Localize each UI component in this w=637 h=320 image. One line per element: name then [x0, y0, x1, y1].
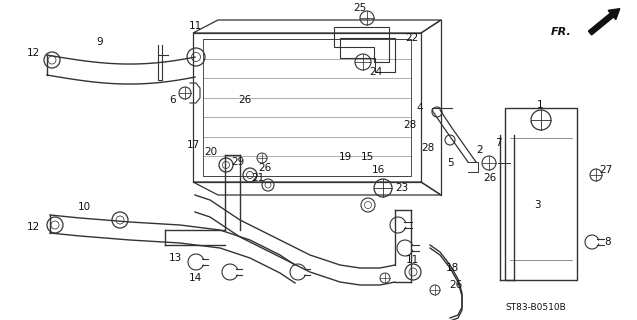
Text: 25: 25: [354, 3, 367, 13]
FancyArrow shape: [589, 9, 620, 35]
Text: 16: 16: [371, 165, 385, 175]
Text: 26: 26: [449, 280, 462, 290]
Text: 12: 12: [26, 48, 39, 58]
Bar: [203, 39, 411, 176]
Text: 28: 28: [421, 143, 434, 153]
Text: 12: 12: [26, 222, 39, 232]
Text: 19: 19: [338, 152, 352, 162]
Text: 28: 28: [403, 120, 417, 130]
Text: 29: 29: [231, 157, 245, 167]
Text: 24: 24: [369, 67, 383, 77]
Text: FR.: FR.: [551, 27, 572, 37]
Text: 21: 21: [252, 173, 264, 183]
Text: 2: 2: [476, 145, 483, 155]
Text: 23: 23: [396, 183, 408, 193]
Text: 15: 15: [361, 152, 374, 162]
Text: 5: 5: [448, 158, 454, 168]
Text: 20: 20: [204, 147, 218, 157]
Text: 13: 13: [168, 253, 182, 263]
Text: 11: 11: [405, 255, 419, 265]
Text: 9: 9: [97, 37, 103, 47]
Text: 22: 22: [405, 33, 419, 43]
Text: 26: 26: [259, 163, 271, 173]
Text: 4: 4: [417, 103, 424, 113]
Text: ST83-B0510B: ST83-B0510B: [505, 303, 566, 313]
Text: 27: 27: [599, 165, 613, 175]
Text: 14: 14: [189, 273, 202, 283]
Text: 8: 8: [605, 237, 612, 247]
Text: 6: 6: [169, 95, 176, 105]
Text: 26: 26: [483, 173, 497, 183]
Text: 7: 7: [495, 138, 501, 148]
Text: 17: 17: [187, 140, 199, 150]
Text: 18: 18: [445, 263, 459, 273]
Text: 1: 1: [537, 100, 543, 110]
Text: 11: 11: [189, 21, 202, 31]
Text: 10: 10: [78, 202, 90, 212]
Text: 3: 3: [534, 200, 540, 210]
Text: 26: 26: [238, 95, 252, 105]
Bar: [193, 33, 421, 182]
